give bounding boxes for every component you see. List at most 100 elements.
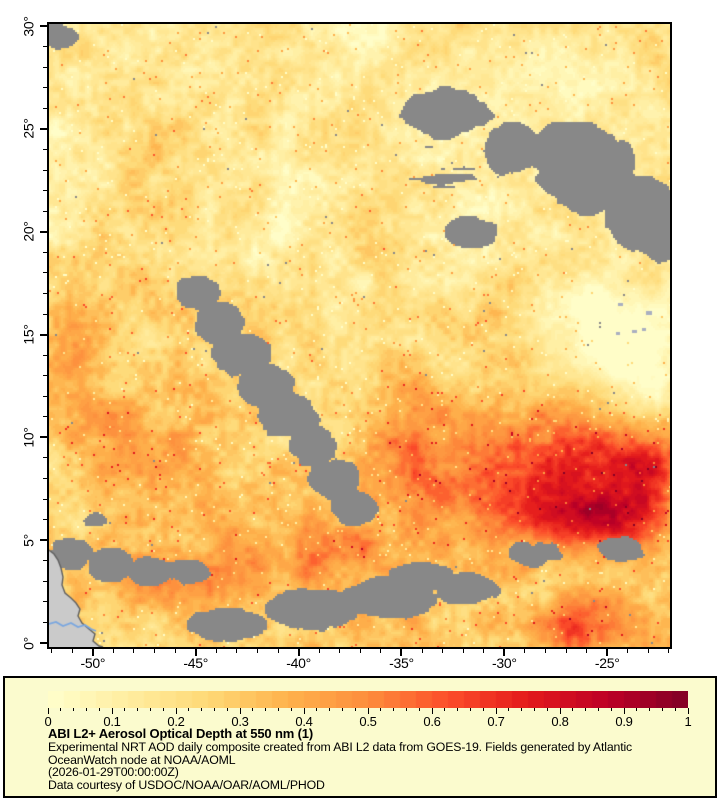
y-tick — [43, 375, 47, 377]
colorbar-tick-label: 0 — [44, 714, 52, 729]
colorbar-tick — [572, 708, 574, 711]
x-tick — [194, 649, 197, 656]
colorbar-tick — [162, 708, 164, 711]
y-tick — [43, 292, 47, 294]
y-tick — [43, 210, 47, 212]
y-tick-label: 10° — [20, 427, 37, 448]
x-tick — [421, 649, 423, 653]
colorbar-tick-label: 0.4 — [295, 714, 313, 729]
colorbar-tick-label: 0.9 — [615, 714, 633, 729]
y-tick — [43, 519, 47, 521]
x-tick — [297, 649, 300, 656]
x-tick — [71, 649, 73, 653]
x-tick-label: -50° — [80, 655, 106, 671]
colorbar-tick-label: 0.8 — [551, 714, 569, 729]
x-tick — [380, 649, 382, 653]
colorbar-tick — [521, 708, 523, 711]
x-tick — [565, 649, 567, 653]
x-tick — [318, 649, 320, 653]
colorbar-tick — [533, 708, 535, 711]
y-tick — [40, 333, 47, 336]
colorbar-tick — [73, 708, 75, 711]
y-tick — [43, 457, 47, 459]
y-tick-label: 25° — [20, 118, 37, 140]
colorbar-tick — [290, 708, 292, 711]
colorbar-tick-label: 0.1 — [103, 714, 121, 729]
colorbar-tick — [85, 708, 87, 711]
colorbar-tick — [137, 708, 139, 711]
caption-line-1: Experimental NRT AOD daily composite cre… — [48, 740, 633, 754]
x-tick — [442, 649, 444, 653]
x-tick — [359, 649, 361, 653]
x-tick — [51, 649, 53, 653]
caption-title: ABI L2+ Aerosol Optical Depth at 550 nm … — [48, 726, 314, 741]
aod-heatmap-canvas — [49, 24, 670, 647]
colorbar-tick — [175, 708, 177, 714]
x-tick — [154, 649, 156, 653]
x-tick-label: -30° — [492, 655, 517, 671]
x-tick — [112, 649, 114, 653]
colorbar-tick — [47, 708, 49, 714]
colorbar-tick — [393, 708, 395, 711]
y-tick-label: 30° — [20, 15, 37, 37]
x-tick — [256, 649, 258, 653]
caption-line-4: Data courtesy of USDOC/NOAA/OAR/AOML/PHO… — [48, 777, 325, 792]
colorbar-tick — [559, 708, 561, 714]
x-tick — [586, 649, 588, 653]
y-tick — [43, 354, 47, 356]
map-frame — [47, 22, 672, 649]
x-tick — [215, 649, 217, 653]
colorbar-tick — [111, 708, 113, 714]
colorbar — [48, 691, 688, 708]
colorbar-tick — [661, 708, 663, 711]
caption-line-2: OceanWatch node at NOAA/AOML — [48, 752, 236, 767]
y-tick — [43, 169, 47, 171]
y-tick — [43, 560, 47, 562]
colorbar-tick — [188, 708, 190, 711]
x-tick-label: -40° — [286, 655, 311, 671]
colorbar-tick — [124, 708, 126, 711]
y-tick-label: 15° — [20, 324, 37, 345]
colorbar-tick — [636, 708, 638, 711]
colorbar-tick — [98, 708, 100, 711]
colorbar-tick — [597, 708, 599, 711]
colorbar-tick — [329, 708, 331, 711]
colorbar-tick — [495, 708, 497, 714]
colorbar-tick — [303, 708, 305, 714]
y-tick — [40, 642, 47, 645]
y-tick — [43, 190, 47, 192]
colorbar-tick — [482, 708, 484, 711]
colorbar-tick — [469, 708, 471, 711]
y-tick — [43, 580, 47, 582]
x-tick — [339, 649, 341, 653]
x-tick — [524, 649, 526, 653]
colorbar-tick — [687, 708, 689, 714]
y-tick — [43, 478, 47, 480]
y-tick — [43, 251, 47, 253]
colorbar-tick — [149, 708, 151, 711]
colorbar-tick — [277, 708, 279, 711]
x-tick — [400, 649, 403, 656]
y-tick — [40, 230, 47, 233]
y-tick — [43, 148, 47, 150]
colorbar-tick — [265, 708, 267, 711]
y-tick-label: 0° — [20, 636, 37, 650]
x-tick — [462, 649, 464, 653]
colorbar-tick — [201, 708, 203, 711]
y-tick — [40, 436, 47, 439]
colorbar-tick — [341, 708, 343, 711]
colorbar-tick — [674, 708, 676, 711]
colorbar-tick-label: 0.7 — [487, 714, 505, 729]
caption-line-3: (2026-01-29T00:00:00Z) — [48, 765, 179, 780]
x-tick — [174, 649, 176, 653]
x-tick — [133, 649, 135, 653]
x-tick — [627, 649, 629, 653]
colorbar-tick — [380, 708, 382, 711]
y-tick — [40, 25, 47, 28]
colorbar-tick — [585, 708, 587, 711]
colorbar-tick — [316, 708, 318, 711]
x-tick — [91, 649, 94, 656]
y-tick — [40, 127, 47, 130]
colorbar-tick — [649, 708, 651, 711]
colorbar-tick — [239, 708, 241, 714]
